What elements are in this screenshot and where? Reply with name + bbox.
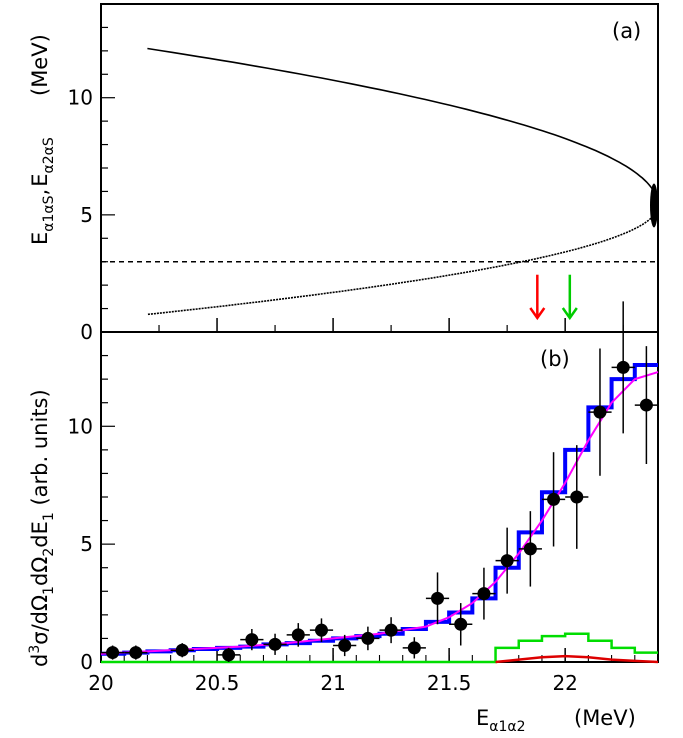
series-green-histogram: [101, 632, 658, 664]
data-point: [570, 490, 584, 504]
data-point: [407, 641, 421, 655]
panel-a-arrows: [529, 274, 578, 321]
data-point: [431, 591, 445, 605]
data-point: [245, 633, 259, 647]
panel-b-x-tick-label: 22: [552, 671, 577, 695]
panel-b-series: [100, 363, 659, 664]
panel-b-x-tick-label: 21.5: [427, 671, 472, 695]
panel-a-ticks: [100, 26, 624, 333]
panel-a-y-tick-labels: 0 5 10: [68, 86, 93, 344]
data-point: [547, 492, 561, 506]
data-point: [523, 542, 537, 556]
data-point: [500, 554, 514, 568]
arrow-head: [529, 307, 546, 321]
data-point: [361, 631, 375, 645]
panel-b-x-unit: (MeV): [574, 706, 636, 730]
panel-b-x-axis-title: Eα1α2: [476, 706, 526, 735]
panel-b-x-tick-labels: 20 20.5 21 21.5 22: [88, 671, 578, 695]
series-blue-histogram: [101, 363, 658, 656]
panel-b-y-tick-label: 10: [68, 414, 93, 438]
panel-a-y-tick-label: 10: [68, 86, 93, 110]
data-point: [129, 646, 143, 660]
data-point: [616, 360, 630, 374]
data-point: [477, 587, 491, 601]
panel-a-tag: (a): [612, 19, 641, 43]
data-point: [454, 617, 468, 631]
series-magenta-curve: [100, 371, 659, 655]
panel-b-y-tick-label: 0: [80, 650, 93, 674]
panel-b-y-tick-labels: 0 5 10: [68, 414, 93, 674]
panel-b-x-tick-label: 20: [88, 671, 113, 695]
panel-b-y-tick-label: 5: [80, 532, 93, 556]
data-point: [291, 628, 305, 642]
panel-b-x-tick-label: 21: [320, 671, 345, 695]
panel-b-data-points: [101, 301, 658, 662]
data-point: [175, 643, 189, 657]
locus-lower-branch: [147, 205, 659, 316]
panel-a-y-unit: (MeV): [28, 34, 52, 96]
data-point: [106, 646, 120, 660]
locus-upper-branch: [147, 47, 659, 206]
data-point: [639, 398, 653, 412]
panel-a-y-axis-title: Eα1αS,Eα2αS: [28, 137, 57, 245]
arrow-head: [561, 307, 578, 321]
panel-b-y-axis-title: d3σ/dΩ1dΩ2dE1 (arb. units): [27, 389, 57, 667]
panel-a-y-tick-label: 0: [80, 320, 93, 344]
panel-a-kinematic-locus: [147, 47, 659, 316]
panel-b-ticks: [100, 354, 659, 663]
data-point: [338, 639, 352, 652]
locus-apex: [650, 183, 658, 228]
data-point: [268, 637, 282, 651]
data-point: [314, 623, 328, 637]
panel-a-y-tick-label: 5: [80, 203, 93, 227]
data-point: [593, 405, 607, 419]
data-point: [384, 623, 398, 637]
panel-b-x-tick-label: 20.5: [195, 671, 240, 695]
panel-b-tag: (b): [540, 347, 570, 371]
panel-a: 0 5 10 (a) Eα1αS,Eα2αS (MeV): [28, 3, 659, 344]
panel-a-frame: [100, 3, 659, 333]
panel-b: 0 5 10 20 20.5 21 21.5 22 (b) d3σ/dΩ1dΩ2dE1 (a…: [27, 301, 659, 735]
series-red-curve: [495, 654, 659, 664]
data-point: [222, 648, 236, 662]
